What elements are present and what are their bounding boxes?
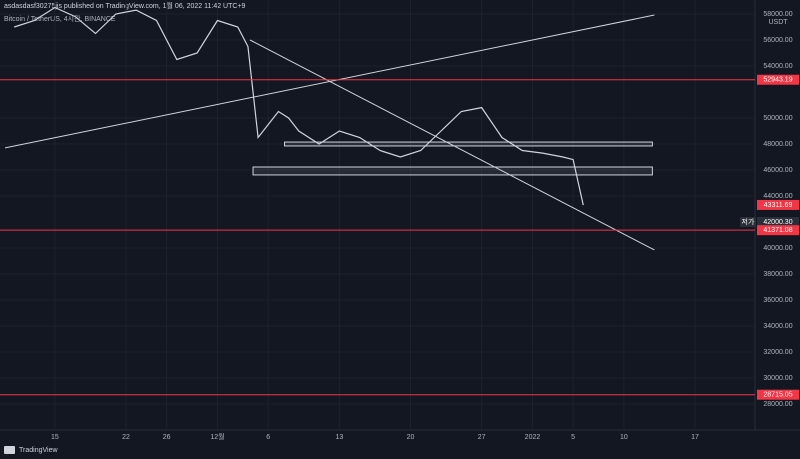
y-tick-label: 34000.00 bbox=[763, 323, 792, 330]
y-tick-label: 38000.00 bbox=[763, 271, 792, 278]
currency: USDT bbox=[768, 19, 788, 26]
y-tick-label: 30000.00 bbox=[763, 375, 792, 382]
logo bbox=[4, 446, 15, 454]
price-tag bbox=[757, 389, 799, 400]
x-tick-label: 12월 bbox=[210, 432, 224, 441]
x-tick-label: 22 bbox=[122, 434, 130, 441]
x-tick-label: 6 bbox=[266, 434, 270, 441]
x-tick-label: 10 bbox=[620, 434, 628, 441]
y-tick-label: 40000.00 bbox=[763, 245, 792, 252]
price-tag-label: 52943.19 bbox=[763, 77, 792, 84]
x-tick-label: 20 bbox=[407, 434, 415, 441]
y-tick-label: 50000.00 bbox=[763, 115, 792, 122]
y-tick-label: 58000.00 bbox=[763, 11, 792, 18]
y-tick-label: 46000.00 bbox=[763, 167, 792, 174]
price-tag bbox=[757, 199, 799, 210]
price-tag-label: 28715.05 bbox=[763, 392, 792, 399]
x-tick-label: 5 bbox=[571, 434, 575, 441]
y-tick-label: 28000.00 bbox=[763, 401, 792, 408]
zone bbox=[252, 166, 653, 176]
header: asdasdasf30275jis published on TradingVi… bbox=[4, 1, 246, 10]
price-line bbox=[14, 6, 584, 206]
trend-line bbox=[249, 39, 655, 251]
price-tag-name: 저가 bbox=[742, 217, 755, 226]
y-tick-label: 56000.00 bbox=[763, 37, 792, 44]
x-tick-label: 13 bbox=[335, 434, 343, 441]
y-tick-label: 54000.00 bbox=[763, 63, 792, 70]
price-tag-label: 42000.30 bbox=[763, 219, 792, 226]
x-tick-label: 26 bbox=[163, 434, 171, 441]
price-tag-name-box bbox=[740, 216, 756, 227]
symbol-title: Bitcoin / TetherUS, 4시간, BINANCE bbox=[4, 14, 116, 23]
y-tick-label: 32000.00 bbox=[763, 349, 792, 356]
brand: TradingView bbox=[19, 447, 58, 454]
x-tick-label: 2022 bbox=[525, 434, 541, 441]
y-tick-label: 36000.00 bbox=[763, 297, 792, 304]
zone bbox=[284, 141, 653, 147]
price-tag bbox=[757, 225, 799, 236]
price-tag-label: 41371.08 bbox=[763, 227, 792, 234]
x-tick-label: 27 bbox=[478, 434, 486, 441]
price-tag bbox=[757, 216, 799, 227]
x-tick-label: 17 bbox=[691, 434, 699, 441]
y-tick-label: 44000.00 bbox=[763, 193, 792, 200]
y-tick-label: 48000.00 bbox=[763, 141, 792, 148]
price-tag-label: 43311.69 bbox=[764, 202, 793, 209]
x-tick-label: 15 bbox=[51, 434, 59, 441]
price-tag bbox=[757, 74, 799, 85]
